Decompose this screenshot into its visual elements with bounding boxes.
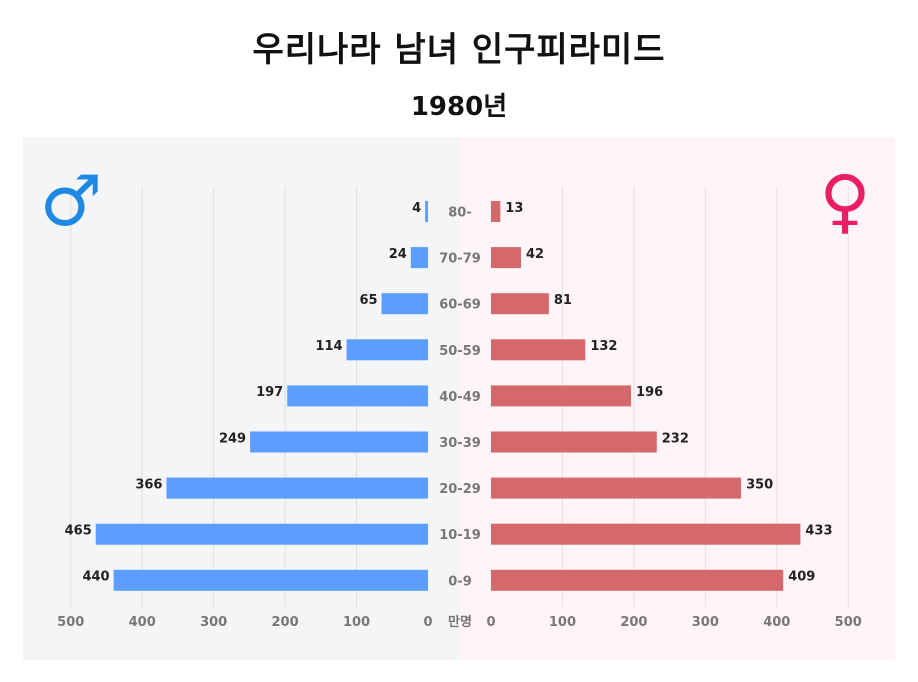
female-value-label: 433 [805,523,832,538]
x-tick-label-male: 400 [129,615,156,630]
female-value-label: 42 [526,247,544,262]
x-tick-label-male: 300 [200,615,227,630]
age-group-label: 30-39 [439,436,481,451]
male-value-label: 249 [219,431,246,446]
age-group-label: 80- [448,206,472,221]
population-pyramid: 4 13 80- 24 42 70-79 65 81 60-69 114 132 50-59 197 19… [23,137,895,660]
age-group-label: 70-79 [439,252,481,267]
female-value-label: 350 [746,477,773,492]
male-value-label: 4 [412,201,421,216]
x-tick-label-male: 100 [343,615,370,630]
chart-subtitle: 1980년 [410,92,508,122]
male-bar [425,201,428,222]
female-bar [491,293,549,315]
female-value-label: 13 [505,201,523,216]
male-bar [381,293,428,315]
female-value-label: 81 [554,293,572,308]
x-tick-label-male: 0 [423,615,432,630]
female-value-label: 132 [590,339,617,354]
female-value-label: 409 [788,570,815,585]
female-symbol-icon: ♀ [819,160,870,242]
female-value-label: 196 [636,385,663,400]
female-bar [491,339,586,361]
unit-label: 만명 [448,614,472,630]
male-bar [95,523,428,545]
age-group-label: 20-29 [439,482,481,497]
female-bar [491,201,501,222]
age-group-label: 0-9 [448,574,472,589]
female-bar [491,477,742,499]
age-group-label: 10-19 [439,528,481,543]
age-group-label: 60-69 [439,298,481,313]
x-tick-label-female: 200 [620,615,647,630]
age-group-label: 50-59 [439,344,481,359]
male-value-label: 197 [256,385,283,400]
x-tick-label-female: 400 [763,615,790,630]
male-value-label: 114 [315,339,342,354]
male-bar [410,247,428,269]
male-value-label: 366 [135,477,162,492]
female-bar [491,523,801,545]
male-bar [287,385,428,407]
x-tick-label-female: 300 [692,615,719,630]
male-symbol-icon: ♂ [40,160,103,242]
age-group-label: 40-49 [439,390,481,405]
x-tick-label-female: 100 [549,615,576,630]
male-value-label: 24 [389,247,407,262]
male-bar [250,431,428,453]
x-tick-label-female: 0 [486,615,495,630]
female-bar [491,385,632,407]
male-bar [113,569,429,591]
female-bar [491,569,784,591]
female-bar [491,247,522,269]
x-tick-label-male: 200 [272,615,299,630]
female-bar [491,431,657,453]
x-tick-label-male: 500 [57,615,84,630]
chart-title: 우리나라 남녀 인구피라미드 [252,30,666,70]
x-tick-label-female: 500 [835,615,862,630]
female-value-label: 232 [662,431,689,446]
male-bar [346,339,428,361]
male-value-label: 465 [65,523,92,538]
male-value-label: 65 [359,293,377,308]
male-value-label: 440 [82,570,109,585]
male-bar [166,477,429,499]
